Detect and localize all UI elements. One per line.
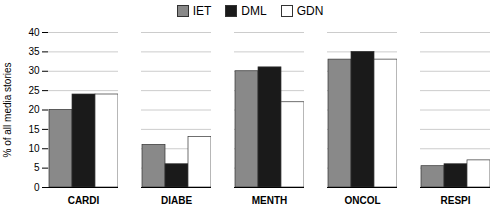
svg-text:5: 5 xyxy=(34,162,40,173)
svg-text:40: 40 xyxy=(28,27,40,38)
html-text:DML: DML xyxy=(241,4,267,18)
svg-text:MENTH: MENTH xyxy=(252,195,288,206)
svg-text:% of all media stories: % of all media stories xyxy=(2,62,13,157)
svg-text:15: 15 xyxy=(28,124,40,135)
svg-text:20: 20 xyxy=(28,104,40,115)
svg-text:ONCOL: ONCOL xyxy=(344,195,380,206)
html-text:IET: IET xyxy=(192,4,212,18)
svg-text:CARDI: CARDI xyxy=(68,195,100,206)
svg-text:30: 30 xyxy=(28,65,40,76)
svg-text:DIABE: DIABE xyxy=(161,195,192,206)
svg-text:0: 0 xyxy=(34,182,40,193)
html-text:GDN: GDN xyxy=(296,4,324,18)
svg-text:RESPI: RESPI xyxy=(440,195,470,206)
svg-text:35: 35 xyxy=(28,46,40,57)
svg-text:10: 10 xyxy=(28,143,40,154)
svg-text:25: 25 xyxy=(28,85,40,96)
